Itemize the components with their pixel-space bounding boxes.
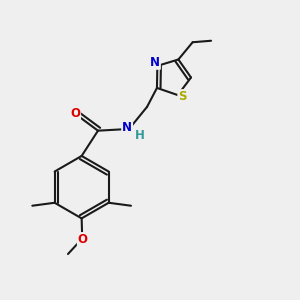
Text: N: N — [122, 121, 132, 134]
Text: H: H — [135, 129, 145, 142]
Text: O: O — [70, 107, 80, 120]
Text: N: N — [150, 56, 160, 69]
Text: O: O — [78, 233, 88, 246]
Text: S: S — [178, 90, 187, 103]
